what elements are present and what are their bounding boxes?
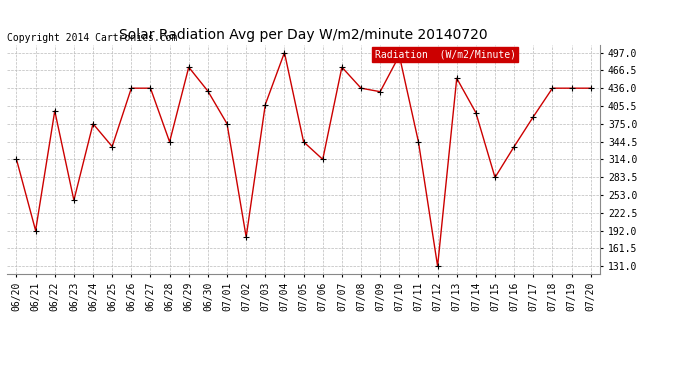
Title: Solar Radiation Avg per Day W/m2/minute 20140720: Solar Radiation Avg per Day W/m2/minute … xyxy=(119,28,488,42)
Text: Copyright 2014 Cartronics.com: Copyright 2014 Cartronics.com xyxy=(7,33,177,43)
Text: Radiation  (W/m2/Minute): Radiation (W/m2/Minute) xyxy=(375,50,516,60)
